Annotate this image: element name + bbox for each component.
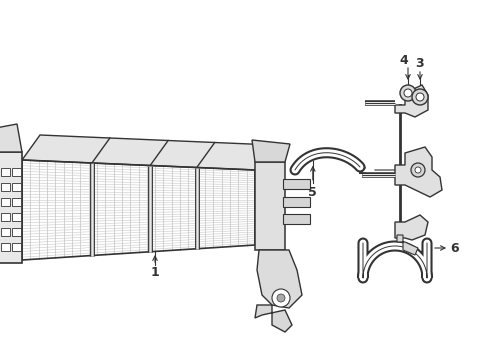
Polygon shape <box>255 162 285 250</box>
Polygon shape <box>395 147 442 197</box>
Circle shape <box>415 167 421 173</box>
Polygon shape <box>283 197 310 207</box>
Polygon shape <box>1 243 10 251</box>
Circle shape <box>416 93 424 101</box>
Polygon shape <box>1 213 10 221</box>
Polygon shape <box>1 183 10 191</box>
Polygon shape <box>0 152 22 263</box>
Text: 1: 1 <box>150 266 159 279</box>
Circle shape <box>412 89 428 105</box>
Polygon shape <box>12 183 21 191</box>
Polygon shape <box>0 124 22 152</box>
Polygon shape <box>12 198 21 206</box>
Circle shape <box>272 289 290 307</box>
Polygon shape <box>395 85 428 117</box>
Polygon shape <box>252 140 290 162</box>
Polygon shape <box>255 305 292 332</box>
Polygon shape <box>12 243 21 251</box>
Circle shape <box>411 163 425 177</box>
Text: 4: 4 <box>400 54 408 67</box>
Polygon shape <box>12 213 21 221</box>
Polygon shape <box>1 228 10 236</box>
Polygon shape <box>12 168 21 176</box>
Text: 3: 3 <box>416 57 424 69</box>
Text: 6: 6 <box>451 242 459 255</box>
Polygon shape <box>257 250 302 308</box>
Polygon shape <box>397 235 418 255</box>
Polygon shape <box>1 198 10 206</box>
Circle shape <box>277 294 285 302</box>
Circle shape <box>400 85 416 101</box>
Polygon shape <box>283 179 310 189</box>
Polygon shape <box>12 228 21 236</box>
Polygon shape <box>22 135 273 170</box>
Circle shape <box>404 89 412 97</box>
Text: 5: 5 <box>308 186 317 199</box>
Polygon shape <box>1 168 10 176</box>
Polygon shape <box>283 214 310 224</box>
Text: 2: 2 <box>358 163 367 176</box>
Polygon shape <box>395 215 428 240</box>
